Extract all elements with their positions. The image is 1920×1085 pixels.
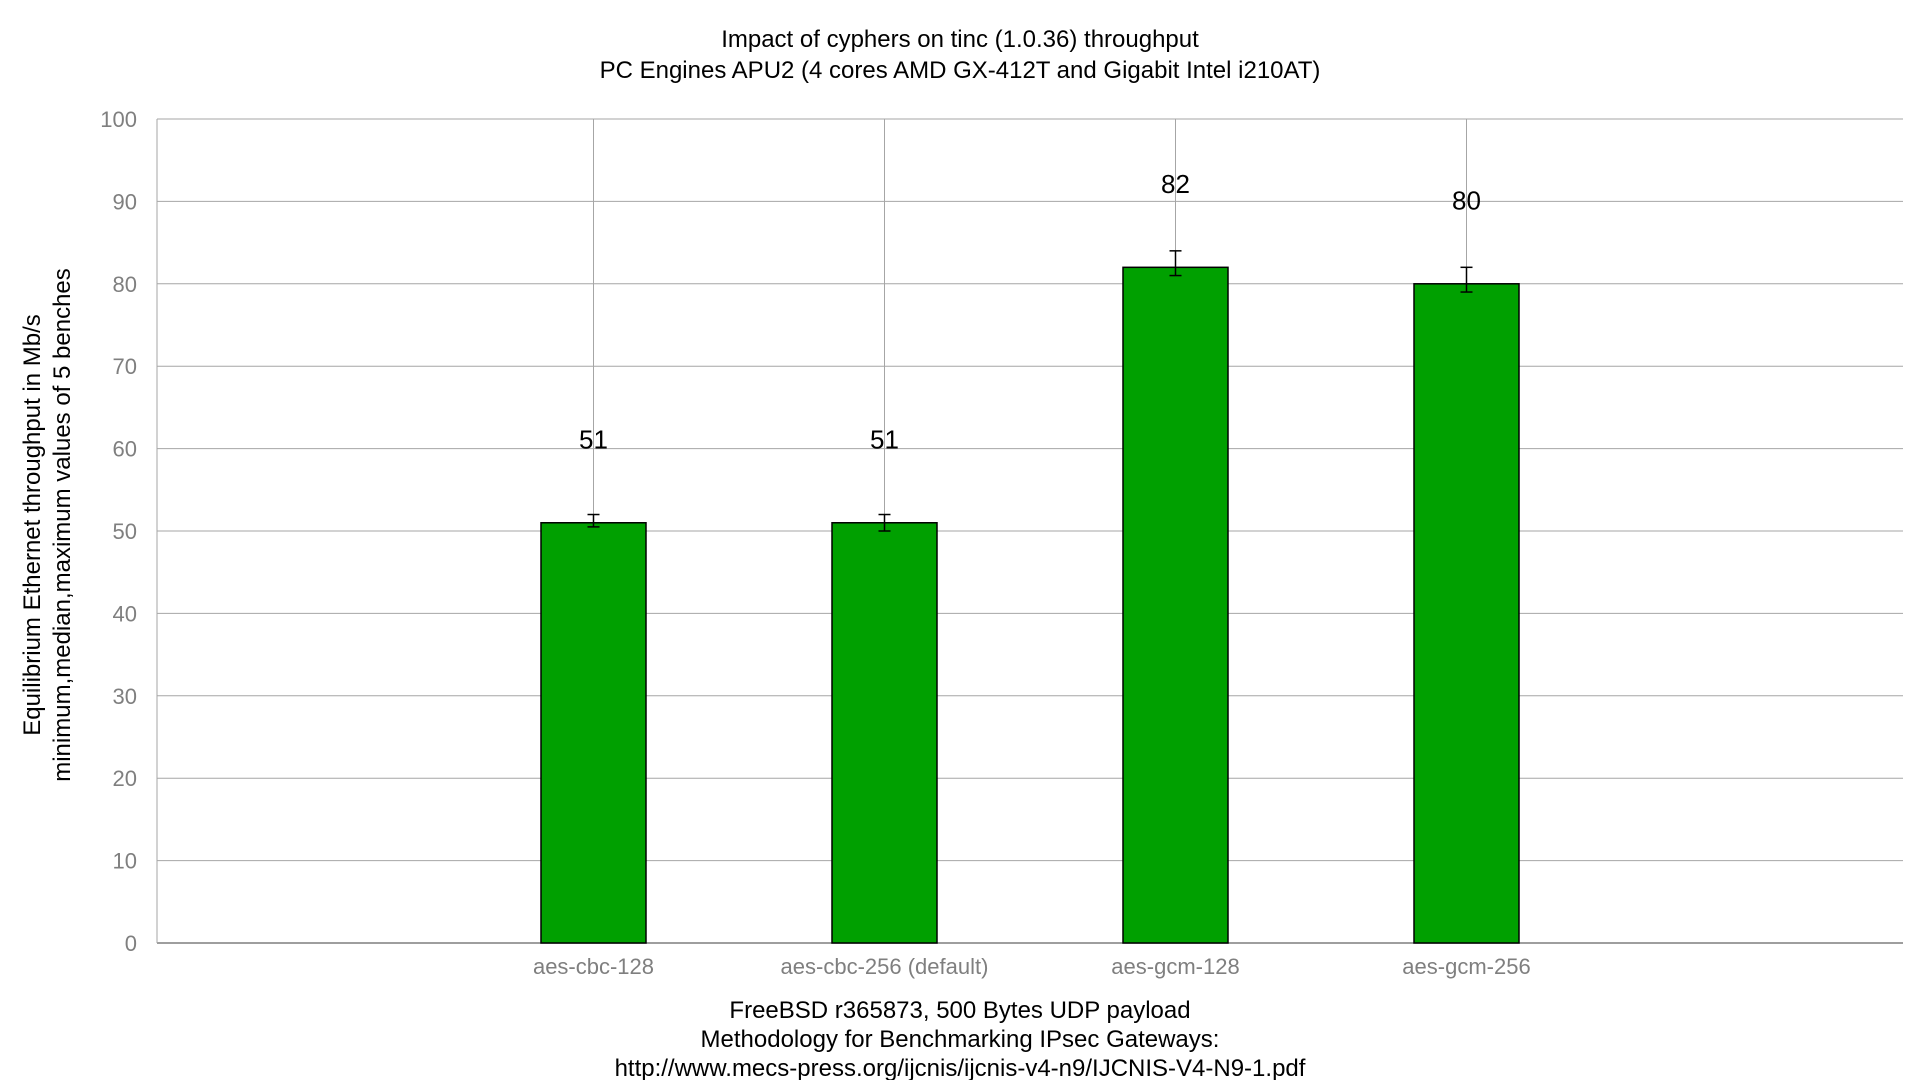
y-axis-ticks: 0 10 20 30 40 50 60 70 80 90 100 xyxy=(100,107,137,956)
data-label: 80 xyxy=(1452,185,1481,215)
gridlines xyxy=(156,118,1903,944)
y-tick-label: 80 xyxy=(113,272,137,297)
y-axis-title-line-1: Equilibrium Ethernet throughput in Mb/s xyxy=(19,314,46,736)
x-axis-title-line-2: Methodology for Benchmarking IPsec Gatew… xyxy=(701,1026,1220,1053)
data-labels: 51 51 82 80 xyxy=(579,169,1481,454)
bar xyxy=(540,522,647,944)
chart-subtitle: PC Engines APU2 (4 cores AMD GX-412T and… xyxy=(600,57,1321,84)
y-tick-label: 0 xyxy=(125,931,137,956)
bars xyxy=(540,266,1520,944)
y-tick-label: 90 xyxy=(113,189,137,214)
x-axis-title-line-1: FreeBSD r365873, 500 Bytes UDP payload xyxy=(729,997,1190,1024)
y-tick-label: 100 xyxy=(100,107,137,132)
data-label: 82 xyxy=(1161,169,1190,199)
y-tick-label: 50 xyxy=(113,519,137,544)
y-tick-label: 70 xyxy=(113,354,137,379)
error-bars xyxy=(587,250,1473,532)
y-axis-title-line-2: minimum,median,maximum values of 5 bench… xyxy=(49,268,76,782)
x-tick-label: aes-gcm-128 xyxy=(1111,954,1239,979)
y-tick-label: 40 xyxy=(113,601,137,626)
chart-title: Impact of cyphers on tinc (1.0.36) throu… xyxy=(721,26,1199,53)
data-label: 51 xyxy=(870,424,899,454)
x-tick-label: aes-gcm-256 xyxy=(1402,954,1530,979)
x-axis-title: FreeBSD r365873, 500 Bytes UDP payload M… xyxy=(615,997,1306,1082)
x-axis-categories: aes-cbc-128 aes-cbc-256 (default) aes-gcm-… xyxy=(533,954,1531,979)
bar xyxy=(1413,283,1520,944)
y-tick-label: 30 xyxy=(113,684,137,709)
bar xyxy=(831,522,938,944)
x-tick-label: aes-cbc-128 xyxy=(533,954,654,979)
data-label: 51 xyxy=(579,424,608,454)
y-tick-label: 10 xyxy=(113,849,137,874)
y-tick-label: 60 xyxy=(113,437,137,462)
x-tick-label: aes-cbc-256 (default) xyxy=(781,954,989,979)
x-axis-title-line-3: http://www.mecs-press.org/ijcnis/ijcnis-… xyxy=(615,1055,1306,1080)
y-axis-title: Equilibrium Ethernet throughput in Mb/s … xyxy=(19,268,76,782)
y-tick-label: 20 xyxy=(113,766,137,791)
bar xyxy=(1122,266,1229,944)
